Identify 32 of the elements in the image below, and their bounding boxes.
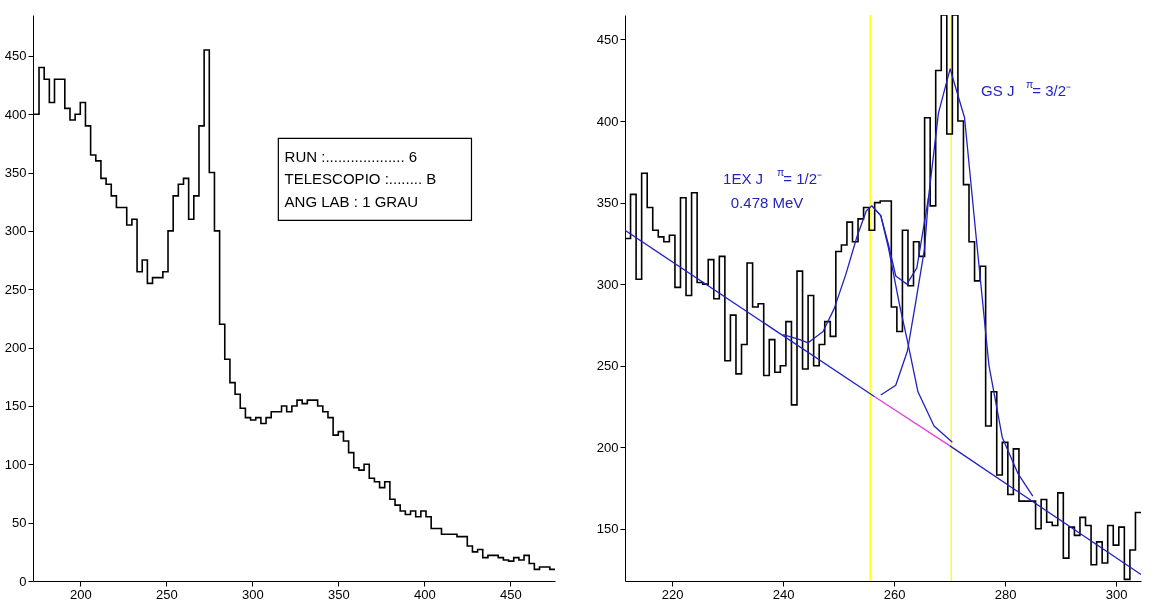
annotation: TELESCOPIO :........ B: [284, 170, 437, 188]
annotation: ANG LAB : 1 GRAU: [284, 192, 418, 210]
y-tick-label: 250: [596, 358, 619, 374]
y-tick-label: 200: [596, 439, 619, 455]
y-tick-label: 300: [596, 276, 619, 292]
y-tick-label: 0: [19, 573, 27, 589]
y-tick-label: 150: [596, 521, 619, 537]
y-tick-label: 300: [4, 223, 27, 239]
y-tick-label: 200: [4, 340, 27, 356]
x-tick-label: 350: [327, 586, 350, 600]
x-tick-label: 300: [1105, 586, 1128, 600]
y-tick-label: 400: [596, 113, 619, 129]
y-tick-label: 450: [4, 48, 27, 64]
annotation: RUN :................... 6: [284, 147, 418, 165]
y-tick-label: 150: [4, 398, 27, 414]
y-tick-label: 100: [4, 456, 27, 472]
y-tick-label: 400: [4, 106, 27, 122]
x-tick-label: 220: [661, 586, 684, 600]
x-tick-label: 200: [69, 586, 92, 600]
x-tick-label: 280: [994, 586, 1017, 600]
x-tick-label: 240: [772, 586, 795, 600]
x-tick-label: 250: [155, 586, 178, 600]
x-tick-label: 260: [883, 586, 906, 600]
y-tick-label: 350: [596, 195, 619, 211]
y-tick-label: 250: [4, 281, 27, 297]
annotation: 0.478 MeV: [730, 194, 804, 212]
y-tick-label: 350: [4, 165, 27, 181]
y-tick-label: 50: [12, 515, 27, 531]
x-tick-label: 300: [241, 586, 264, 600]
x-tick-label: 400: [413, 586, 436, 600]
x-tick-label: 450: [499, 586, 522, 600]
y-tick-label: 450: [596, 31, 619, 47]
